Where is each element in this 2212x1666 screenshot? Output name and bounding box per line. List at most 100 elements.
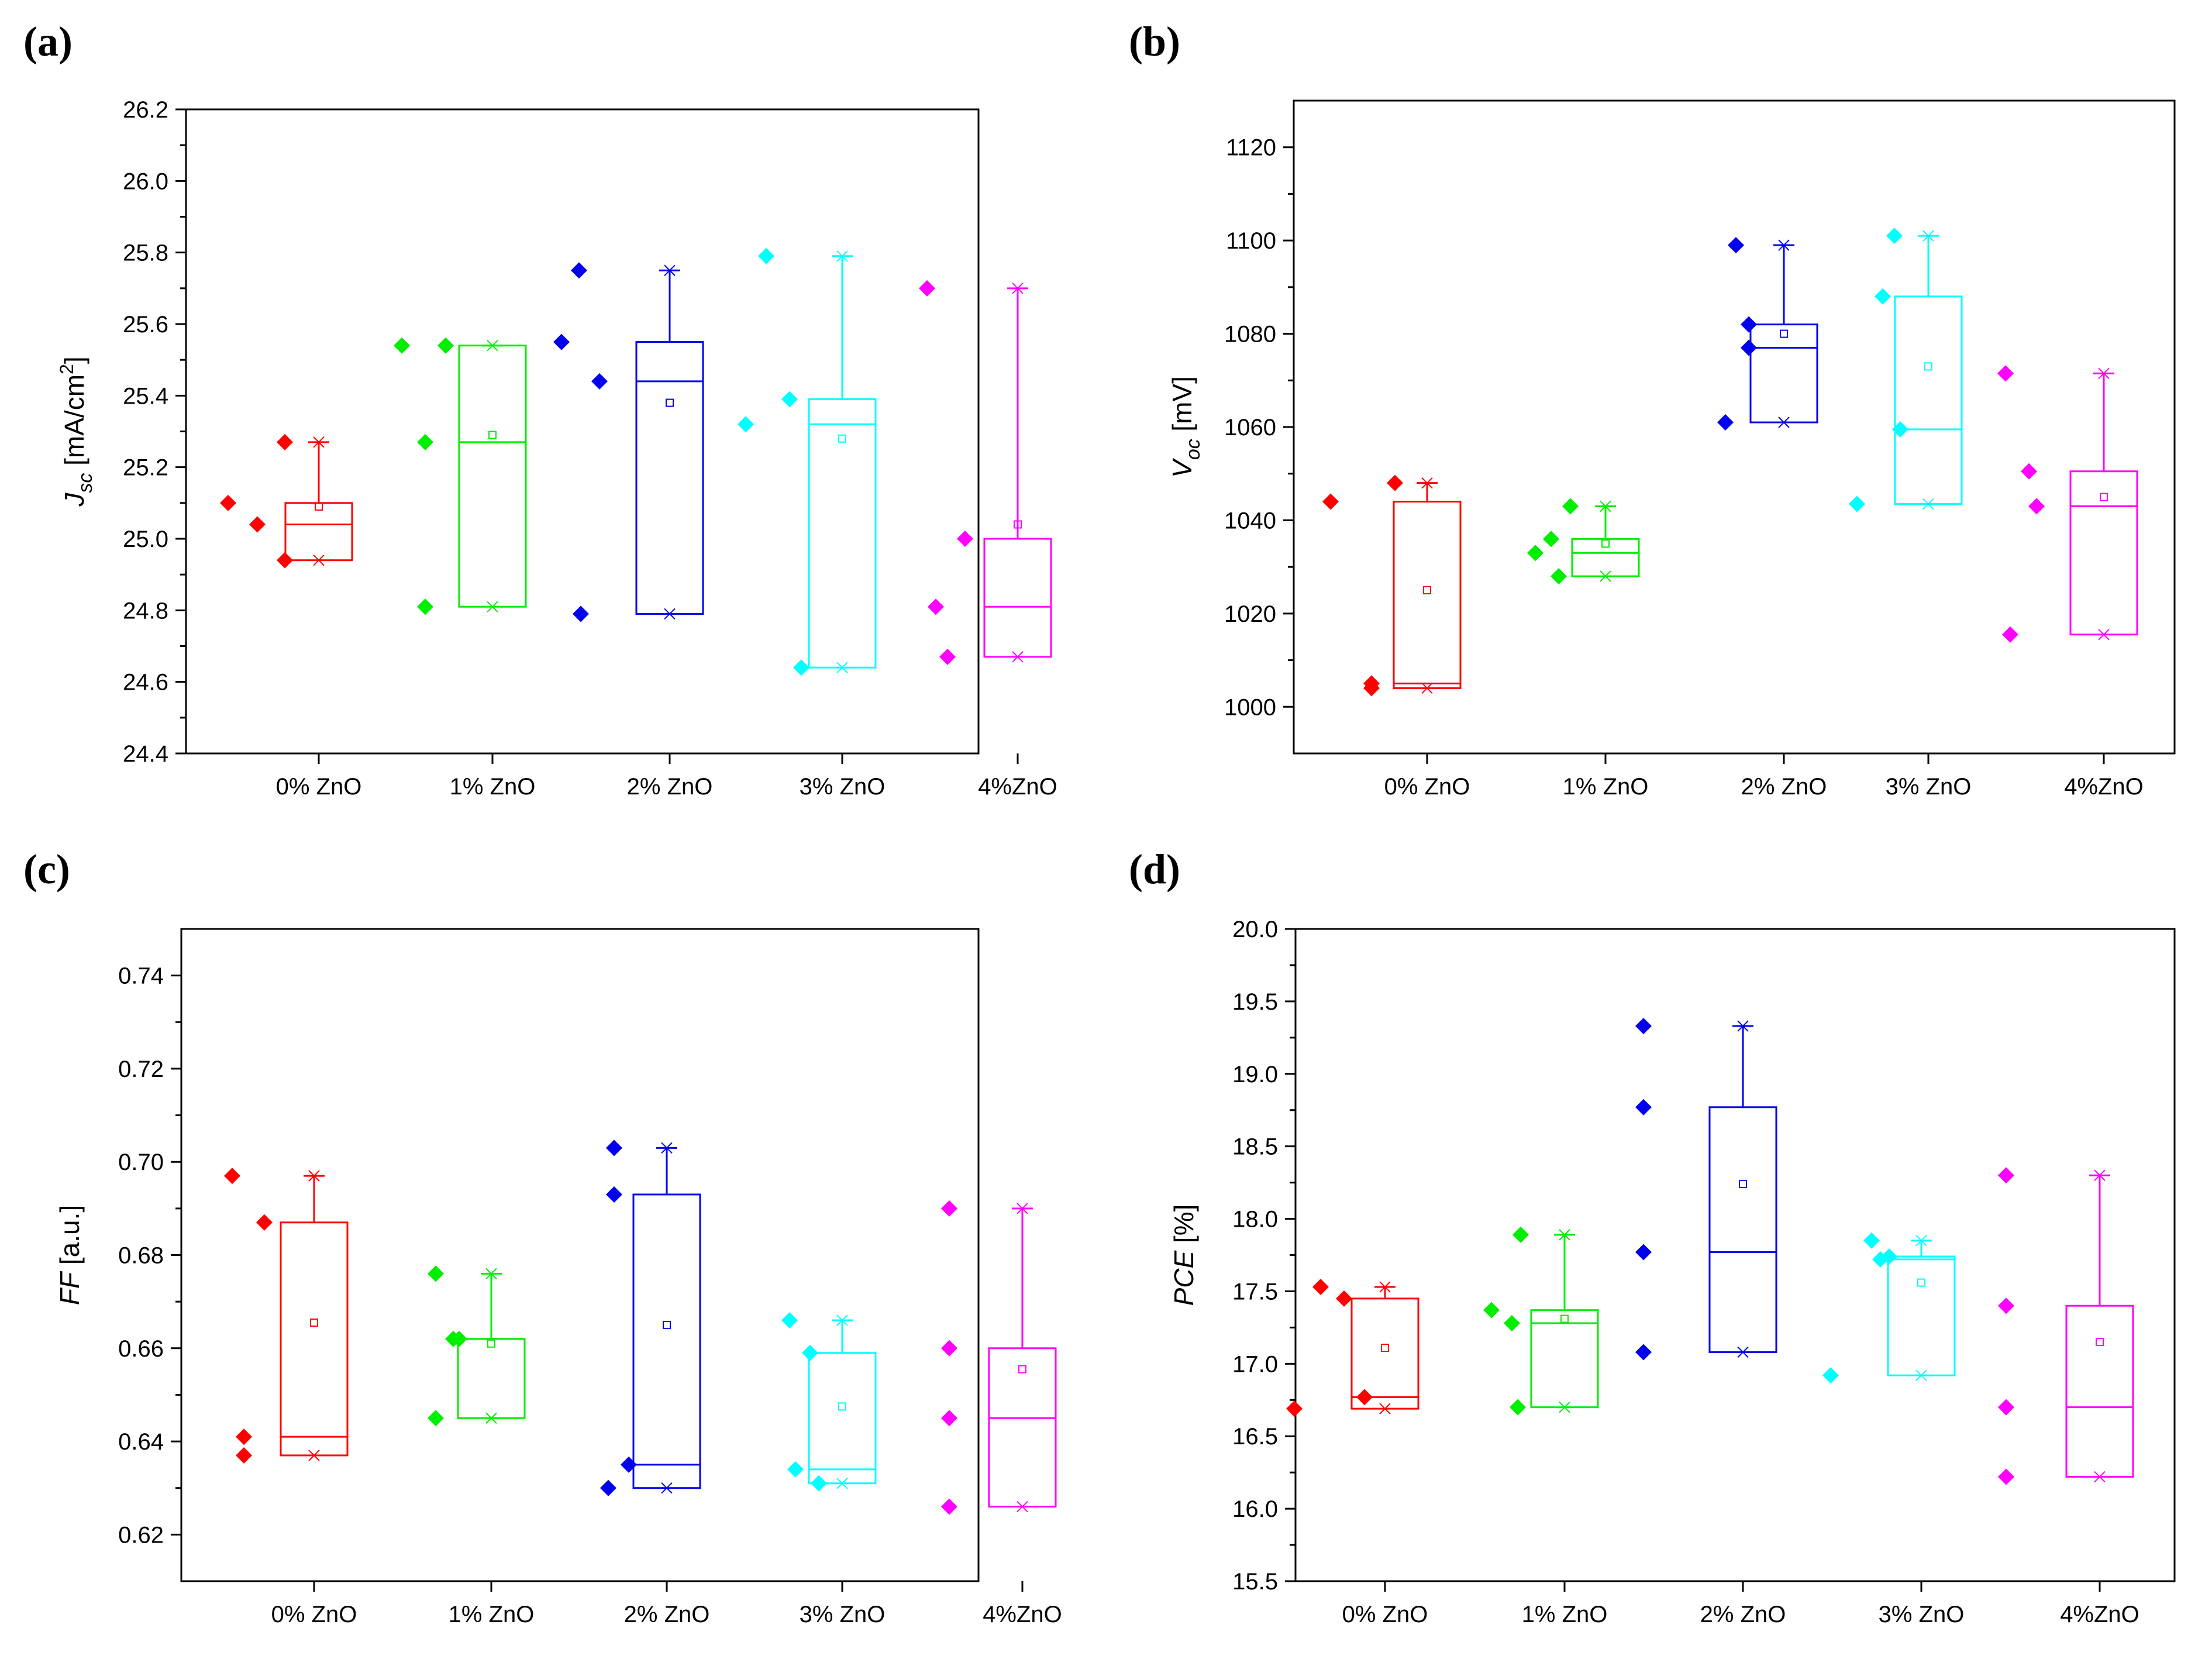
box <box>1571 538 1640 577</box>
extreme-marker <box>836 1478 848 1489</box>
x-tick-label: 2% ZnO <box>627 774 713 800</box>
data-point <box>600 1479 616 1496</box>
mean-marker <box>1601 539 1610 548</box>
mean-marker <box>2096 1338 2104 1347</box>
data-point <box>2028 498 2045 515</box>
data-point <box>1998 1167 2014 1184</box>
x-tick-label: 3% ZnO <box>800 1602 886 1627</box>
box-group-5 <box>919 280 1052 665</box>
box-group-2 <box>1483 1226 1599 1416</box>
extreme-marker <box>1778 239 1790 251</box>
panel-label: (d) <box>1129 846 1180 893</box>
y-tick-label: 1040 <box>1224 508 1276 533</box>
data-point <box>1998 1399 2014 1416</box>
data-point <box>941 1340 957 1357</box>
x-tick-label: 2% ZnO <box>624 1602 710 1627</box>
x-tick-label: 0% ZnO <box>271 1602 357 1627</box>
data-point <box>787 1461 804 1478</box>
data-point <box>928 598 944 615</box>
y-tick-label: 25.0 <box>123 526 168 552</box>
x-tick-label: 1% ZnO <box>1563 774 1649 800</box>
data-point <box>437 337 454 354</box>
data-point <box>428 1265 444 1282</box>
box <box>983 538 1052 658</box>
y-tick-label: 1000 <box>1224 694 1276 720</box>
y-tick-label: 15.5 <box>1232 1569 1278 1595</box>
x-tick-label: 1% ZnO <box>450 774 536 800</box>
box <box>280 1221 349 1457</box>
box <box>1887 1255 1956 1376</box>
data-point <box>1849 495 1865 512</box>
x-tick-label: 1% ZnO <box>449 1602 535 1627</box>
x-tick-label: 3% ZnO <box>1886 774 1972 800</box>
mean-marker <box>2100 493 2108 501</box>
data-point <box>277 433 293 450</box>
box <box>635 341 704 615</box>
data-point <box>1875 288 1891 305</box>
data-point <box>1635 1099 1652 1116</box>
data-point <box>1998 1297 2014 1314</box>
data-point <box>1562 498 1579 515</box>
extreme-marker <box>1012 651 1024 663</box>
data-point <box>781 1312 798 1328</box>
box-group-3 <box>1635 1018 1777 1361</box>
extreme-marker <box>1737 1346 1749 1358</box>
y-tick-label: 18.5 <box>1232 1134 1278 1160</box>
y-tick-label: 25.4 <box>123 383 168 409</box>
data-point <box>553 333 570 350</box>
data-point <box>1387 474 1403 491</box>
chart-panel-3: (c) 0.62 0.64 0.66 0.68 0.70 0.72 0.74 0% ZnO 1% … <box>23 846 1062 1627</box>
mean-marker <box>1780 329 1788 338</box>
mean-marker <box>663 1320 671 1329</box>
extreme-marker <box>1559 1401 1570 1413</box>
panel-label: (b) <box>1129 18 1180 65</box>
data-point <box>1322 493 1339 510</box>
y-tick-label: 1100 <box>1226 228 1276 254</box>
extreme-marker <box>308 1170 320 1182</box>
data-point <box>571 262 587 279</box>
data-point <box>1483 1302 1500 1319</box>
extreme-marker <box>1915 1369 1927 1381</box>
y-tick-label: 1060 <box>1224 415 1276 440</box>
box-group-5 <box>1998 1167 2134 1485</box>
data-point <box>1822 1367 1839 1384</box>
data-point <box>236 1429 252 1445</box>
extreme-marker <box>487 339 498 352</box>
mean-marker <box>1739 1180 1747 1189</box>
extreme-marker <box>2098 367 2110 380</box>
box-group-1 <box>1286 1279 1419 1417</box>
y-tick-label: 0.70 <box>118 1149 164 1175</box>
mean-marker <box>838 1402 846 1411</box>
y-tick-label: 17.0 <box>1232 1351 1278 1377</box>
data-point <box>1635 1244 1652 1261</box>
mean-marker <box>487 1339 495 1348</box>
y-tick-label: 16.5 <box>1232 1424 1278 1450</box>
plot-frame <box>1293 99 2176 755</box>
box-group-2 <box>428 1265 526 1427</box>
y-tick-label: 19.0 <box>1232 1062 1278 1087</box>
extreme-marker <box>313 554 325 566</box>
data-point <box>1997 365 2014 382</box>
data-point <box>941 1498 957 1515</box>
data-point <box>591 373 608 390</box>
extreme-marker <box>1012 283 1024 294</box>
extreme-marker <box>2094 1169 2106 1181</box>
data-point <box>2021 463 2037 480</box>
y-tick-label: 24.4 <box>123 741 168 767</box>
mean-marker <box>666 398 674 407</box>
y-tick-label: 0.62 <box>118 1522 164 1548</box>
mean-marker <box>1018 1365 1026 1374</box>
box-group-4 <box>781 1312 877 1492</box>
extreme-marker <box>1379 1281 1391 1293</box>
box <box>1749 323 1818 424</box>
extreme-marker <box>1915 1235 1927 1247</box>
mean-marker <box>1917 1278 1925 1287</box>
x-tick-label: 0% ZnO <box>276 774 362 800</box>
y-tick-label: 19.5 <box>1232 989 1278 1015</box>
x-tick-label: 4%ZnO <box>2060 1602 2139 1627</box>
mean-marker <box>838 434 846 443</box>
panel-label: (c) <box>23 846 70 893</box>
extreme-marker <box>1778 417 1790 428</box>
data-point <box>606 1186 622 1203</box>
data-point <box>394 337 410 354</box>
